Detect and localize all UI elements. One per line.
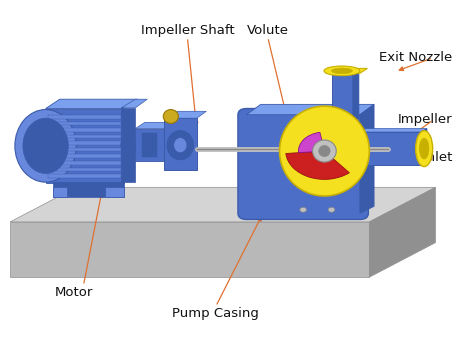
Ellipse shape xyxy=(163,110,178,124)
Polygon shape xyxy=(353,69,359,122)
Ellipse shape xyxy=(331,68,352,74)
Polygon shape xyxy=(143,133,156,157)
Text: Impeller: Impeller xyxy=(397,113,452,126)
Ellipse shape xyxy=(167,130,193,160)
Ellipse shape xyxy=(328,208,335,212)
Wedge shape xyxy=(286,151,349,179)
Polygon shape xyxy=(48,141,121,145)
Polygon shape xyxy=(121,99,147,108)
Text: Motor: Motor xyxy=(55,286,93,299)
Text: Volute: Volute xyxy=(247,24,289,36)
Ellipse shape xyxy=(280,106,369,196)
Polygon shape xyxy=(48,168,121,171)
Ellipse shape xyxy=(319,145,330,156)
Ellipse shape xyxy=(300,208,307,212)
Polygon shape xyxy=(53,182,124,197)
Text: Exit Nozzle: Exit Nozzle xyxy=(379,51,452,64)
Ellipse shape xyxy=(419,138,429,159)
Polygon shape xyxy=(296,187,341,213)
Polygon shape xyxy=(136,129,164,161)
Polygon shape xyxy=(121,108,136,182)
Polygon shape xyxy=(296,182,349,187)
Polygon shape xyxy=(360,104,374,213)
Polygon shape xyxy=(48,154,121,158)
Polygon shape xyxy=(48,115,121,119)
Polygon shape xyxy=(360,129,427,132)
Polygon shape xyxy=(105,187,124,197)
Polygon shape xyxy=(53,187,67,197)
Polygon shape xyxy=(10,222,369,277)
Polygon shape xyxy=(48,122,121,125)
Polygon shape xyxy=(421,129,427,165)
Ellipse shape xyxy=(121,137,136,153)
Polygon shape xyxy=(246,104,374,115)
Text: Pump Inlet: Pump Inlet xyxy=(381,151,452,164)
Polygon shape xyxy=(331,73,353,122)
Ellipse shape xyxy=(15,110,76,182)
Wedge shape xyxy=(299,132,324,153)
Ellipse shape xyxy=(173,137,187,153)
Ellipse shape xyxy=(416,130,433,167)
Text: Pump Casing: Pump Casing xyxy=(172,307,259,320)
Polygon shape xyxy=(136,122,173,129)
Polygon shape xyxy=(331,69,359,73)
Polygon shape xyxy=(369,187,436,277)
Polygon shape xyxy=(48,161,121,164)
Polygon shape xyxy=(48,128,121,132)
Ellipse shape xyxy=(324,66,360,76)
Polygon shape xyxy=(48,135,121,138)
Polygon shape xyxy=(46,109,124,183)
Polygon shape xyxy=(10,187,436,222)
Polygon shape xyxy=(326,68,367,73)
Ellipse shape xyxy=(23,118,68,174)
FancyBboxPatch shape xyxy=(238,109,368,219)
Polygon shape xyxy=(341,182,349,213)
Ellipse shape xyxy=(313,140,336,162)
Polygon shape xyxy=(164,111,206,118)
Polygon shape xyxy=(48,174,121,178)
Polygon shape xyxy=(164,118,197,170)
Polygon shape xyxy=(360,132,421,165)
Text: Impeller Shaft: Impeller Shaft xyxy=(141,24,234,36)
Polygon shape xyxy=(48,148,121,151)
Polygon shape xyxy=(46,99,138,109)
